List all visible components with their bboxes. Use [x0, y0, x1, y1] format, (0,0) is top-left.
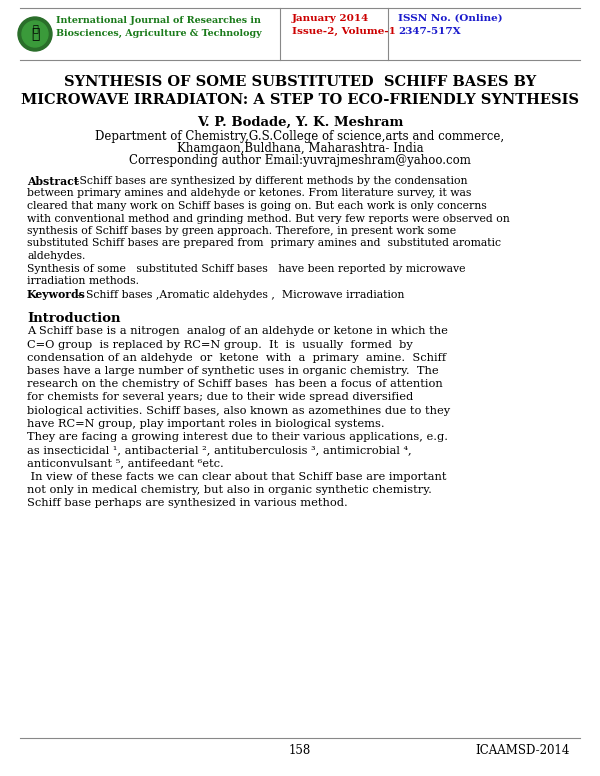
- Text: Department of Chemistry,G.S.College of science,arts and commerce,: Department of Chemistry,G.S.College of s…: [95, 130, 505, 143]
- Text: between primary amines and aldehyde or ketones. From literature survey, it was: between primary amines and aldehyde or k…: [27, 189, 472, 199]
- Text: January 2014
Issue-2, Volume-1: January 2014 Issue-2, Volume-1: [292, 14, 396, 36]
- Text: synthesis of Schiff bases by green approach. Therefore, in present work some: synthesis of Schiff bases by green appro…: [27, 226, 456, 236]
- Text: In view of these facts we can clear about that Schiff base are important: In view of these facts we can clear abou…: [27, 472, 446, 482]
- Text: 🌍: 🌍: [31, 27, 39, 41]
- Text: MICROWAVE IRRADIATON: A STEP TO ECO-FRIENDLY SYNTHESIS: MICROWAVE IRRADIATON: A STEP TO ECO-FRIE…: [21, 93, 579, 107]
- Text: 🔥: 🔥: [32, 23, 38, 33]
- Text: A Schiff base is a nitrogen  analog of an aldehyde or ketone in which the: A Schiff base is a nitrogen analog of an…: [27, 327, 448, 337]
- Text: – Schiff bases ,Aromatic aldehydes ,  Microwave irradiation: – Schiff bases ,Aromatic aldehydes , Mic…: [77, 289, 404, 300]
- Text: Schiff base perhaps are synthesized in various method.: Schiff base perhaps are synthesized in v…: [27, 498, 348, 508]
- Text: V. P. Bodade, Y. K. Meshram: V. P. Bodade, Y. K. Meshram: [197, 116, 403, 129]
- Text: substituted Schiff bases are prepared from  primary amines and  substituted arom: substituted Schiff bases are prepared fr…: [27, 238, 501, 248]
- Text: Synthesis of some   substituted Schiff bases   have been reported by microwave: Synthesis of some substituted Schiff bas…: [27, 264, 466, 273]
- Text: Khamgaon,Buldhana, Maharashtra- India: Khamgaon,Buldhana, Maharashtra- India: [176, 142, 424, 155]
- Text: bases have a large number of synthetic uses in organic chemistry.  The: bases have a large number of synthetic u…: [27, 366, 439, 376]
- Text: ICAAMSD-2014: ICAAMSD-2014: [476, 744, 570, 757]
- Text: Introduction: Introduction: [27, 311, 121, 324]
- Text: anticonvulsant ⁵, antifeedant ⁶etc.: anticonvulsant ⁵, antifeedant ⁶etc.: [27, 459, 224, 469]
- Circle shape: [18, 17, 52, 51]
- Text: SYNTHESIS OF SOME SUBSTITUTED  SCHIFF BASES BY: SYNTHESIS OF SOME SUBSTITUTED SCHIFF BAS…: [64, 75, 536, 89]
- Text: C=O group  is replaced by RC=N group.  It  is  usually  formed  by: C=O group is replaced by RC=N group. It …: [27, 340, 413, 350]
- Text: have RC=N group, play important roles in biological systems.: have RC=N group, play important roles in…: [27, 419, 385, 429]
- Text: ISSN No. (Online)
2347-517X: ISSN No. (Online) 2347-517X: [398, 14, 503, 36]
- Text: 158: 158: [289, 744, 311, 757]
- Text: They are facing a growing interest due to their various applications, e.g.: They are facing a growing interest due t…: [27, 432, 448, 442]
- Text: Corresponding author Email:yuvrajmeshram@yahoo.com: Corresponding author Email:yuvrajmeshram…: [129, 154, 471, 167]
- Text: for chemists for several years; due to their wide spread diversified: for chemists for several years; due to t…: [27, 393, 413, 403]
- Text: International Journal of Researches in
Biosciences, Agriculture & Technology: International Journal of Researches in B…: [56, 16, 262, 38]
- Text: as insecticidal ¹, antibacterial ², antituberculosis ³, antimicrobial ⁴,: as insecticidal ¹, antibacterial ², anti…: [27, 445, 412, 456]
- Text: Abstract: Abstract: [27, 176, 79, 187]
- Text: condensation of an aldehyde  or  ketone  with  a  primary  amine.  Schiff: condensation of an aldehyde or ketone wi…: [27, 353, 446, 363]
- Text: –Schiff bases are synthesized by different methods by the condensation: –Schiff bases are synthesized by differe…: [74, 176, 467, 186]
- Text: aldehydes.: aldehydes.: [27, 251, 85, 261]
- Text: not only in medical chemistry, but also in organic synthetic chemistry.: not only in medical chemistry, but also …: [27, 485, 432, 495]
- Text: irradiation methods.: irradiation methods.: [27, 276, 139, 286]
- Text: with conventional method and grinding method. But very few reports were observed: with conventional method and grinding me…: [27, 213, 510, 223]
- Text: Keywords: Keywords: [27, 289, 86, 300]
- Text: cleared that many work on Schiff bases is going on. But each work is only concer: cleared that many work on Schiff bases i…: [27, 201, 487, 211]
- Text: research on the chemistry of Schiff bases  has been a focus of attention: research on the chemistry of Schiff base…: [27, 379, 443, 390]
- Text: biological activities. Schiff bases, also known as azomethines due to they: biological activities. Schiff bases, als…: [27, 406, 450, 416]
- Circle shape: [22, 21, 48, 47]
